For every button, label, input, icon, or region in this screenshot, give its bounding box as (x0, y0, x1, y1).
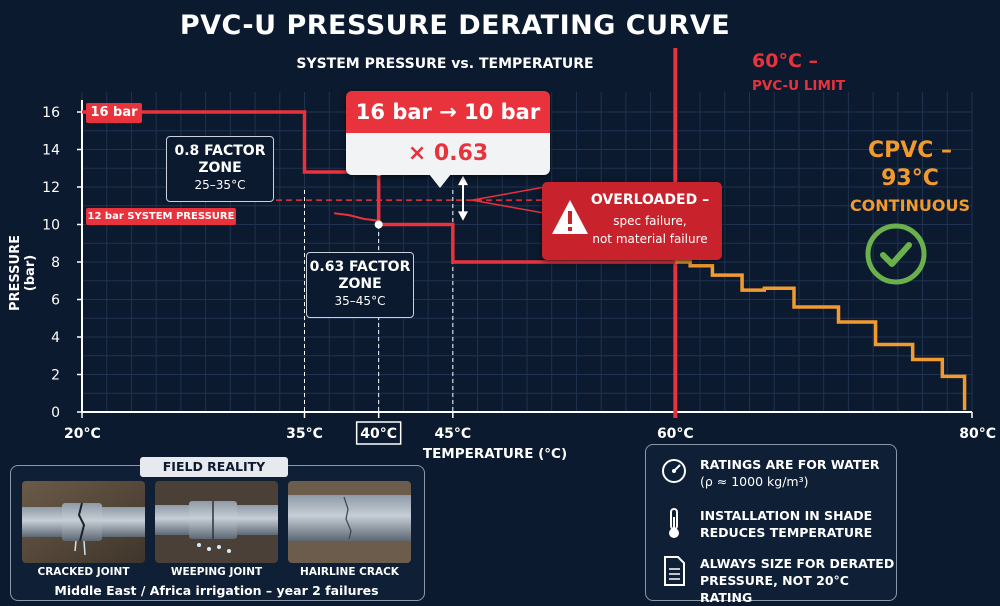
callout-line1: 16 bar → 10 bar (346, 91, 550, 133)
x-tick-label: 60°C (657, 426, 694, 442)
y-axis-label: PRESSURE (bar) (8, 235, 38, 312)
zone-08-title2: ZONE (198, 160, 242, 176)
caption-hairline-crack: HAIRLINE CRACK (300, 566, 399, 578)
photo-cracked-joint (22, 481, 145, 563)
document-icon (664, 556, 685, 586)
start-pressure-tag: 16 bar (86, 103, 142, 123)
field-reality-title: FIELD REALITY (140, 457, 288, 477)
caption-weeping-joint: WEEPING JOINT (170, 566, 263, 578)
field-reality-footer: Middle East / Africa irrigation – year 2… (54, 583, 379, 598)
x-axis-label: TEMPERATURE (°C) (422, 446, 568, 462)
note-water: RATINGS ARE FOR WATER (ρ ≈ 1000 kg/m³) (660, 456, 900, 490)
notes-panel (645, 444, 897, 601)
gap-arrow-head-down (458, 211, 468, 221)
note-derated-line1: ALWAYS SIZE FOR DERATED (700, 556, 895, 571)
x-tick-label: 80°C (959, 426, 996, 442)
x-tick-label: 40°C (360, 426, 397, 442)
y-tick-label: 8 (51, 255, 60, 271)
x-tick-highlight-box (355, 421, 402, 445)
thermometer-icon (669, 508, 679, 538)
x-tick-label: 45°C (434, 426, 471, 442)
overloaded-box: OVERLOADED – spec failure, not material … (542, 182, 722, 260)
note-derated: ALWAYS SIZE FOR DERATED PRESSURE, NOT 20… (660, 555, 900, 606)
photo-hairline-crack (288, 481, 411, 563)
x-tick-label: 35°C (286, 426, 323, 442)
callout-line2: × 0.63 (346, 133, 550, 175)
note-shade: INSTALLATION IN SHADE REDUCES TEMPERATUR… (660, 507, 900, 541)
y-tick-label: 0 (51, 405, 60, 421)
zone-08-box: 0.8 FACTOR ZONE 25–35°C (166, 136, 274, 202)
note-derated-line2: PRESSURE, NOT 20°C RATING (700, 573, 849, 605)
overloaded-title: OVERLOADED – (590, 192, 710, 208)
note-water-line2: (ρ ≈ 1000 kg/m³) (700, 474, 809, 489)
zone-08-title1: 0.8 FACTOR (174, 143, 266, 159)
y-tick-label: 14 (42, 143, 60, 159)
overloaded-line1: spec failure, (613, 214, 687, 228)
note-shade-line1: INSTALLATION IN SHADE (700, 508, 873, 523)
gap-arrow-head-up (458, 175, 468, 186)
x-tick-label: 20°C (64, 426, 101, 442)
y-tick-label: 4 (51, 330, 60, 346)
series-line-2 (334, 212, 379, 222)
overloaded-line2: not material failure (592, 232, 708, 246)
chart-subtitle: SYSTEM PRESSURE vs. TEMPERATURE (296, 56, 594, 72)
derating-callout: 16 bar → 10 bar × 0.63 (346, 91, 550, 175)
limit-label-line1: 60°C – (752, 50, 818, 72)
y-tick-label: 6 (51, 293, 60, 309)
zone-063-title1: 0.63 FACTOR (309, 259, 411, 275)
gauge-icon (662, 459, 686, 483)
zone-063-title2: ZONE (338, 276, 382, 292)
photo-weeping-joint (155, 481, 278, 563)
y-tick-label: 10 (42, 218, 60, 234)
series-line-0 (82, 110, 676, 264)
system-pressure-tag: 12 bar SYSTEM PRESSURE (86, 208, 236, 225)
callout-pointer (429, 174, 451, 188)
check-icon (865, 223, 927, 285)
limit-label-line2: PVC-U LIMIT (752, 78, 846, 94)
zone-08-range: 25–35°C (194, 178, 246, 192)
caption-cracked-joint: CRACKED JOINT (37, 566, 130, 578)
y-tick-label: 16 (42, 105, 60, 121)
zone-063-range: 35–45°C (334, 294, 386, 308)
y-tick-label: 2 (51, 368, 60, 384)
zone-063-box: 0.63 FACTOR ZONE 35–45°C (306, 252, 414, 318)
drop-point-bottom (374, 220, 383, 229)
series-line-1 (675, 260, 967, 411)
warning-icon (552, 200, 588, 234)
note-shade-line2: REDUCES TEMPERATURE (700, 525, 873, 540)
cpvc-line3: CONTINUOUS (849, 196, 971, 215)
y-tick-label: 12 (42, 180, 60, 196)
cpvc-line1: CPVC – (867, 138, 953, 163)
chart-title: PVC-U PRESSURE DERATING CURVE (179, 10, 731, 41)
note-water-line1: RATINGS ARE FOR WATER (700, 457, 880, 472)
cpvc-line2: 93°C (881, 166, 939, 191)
